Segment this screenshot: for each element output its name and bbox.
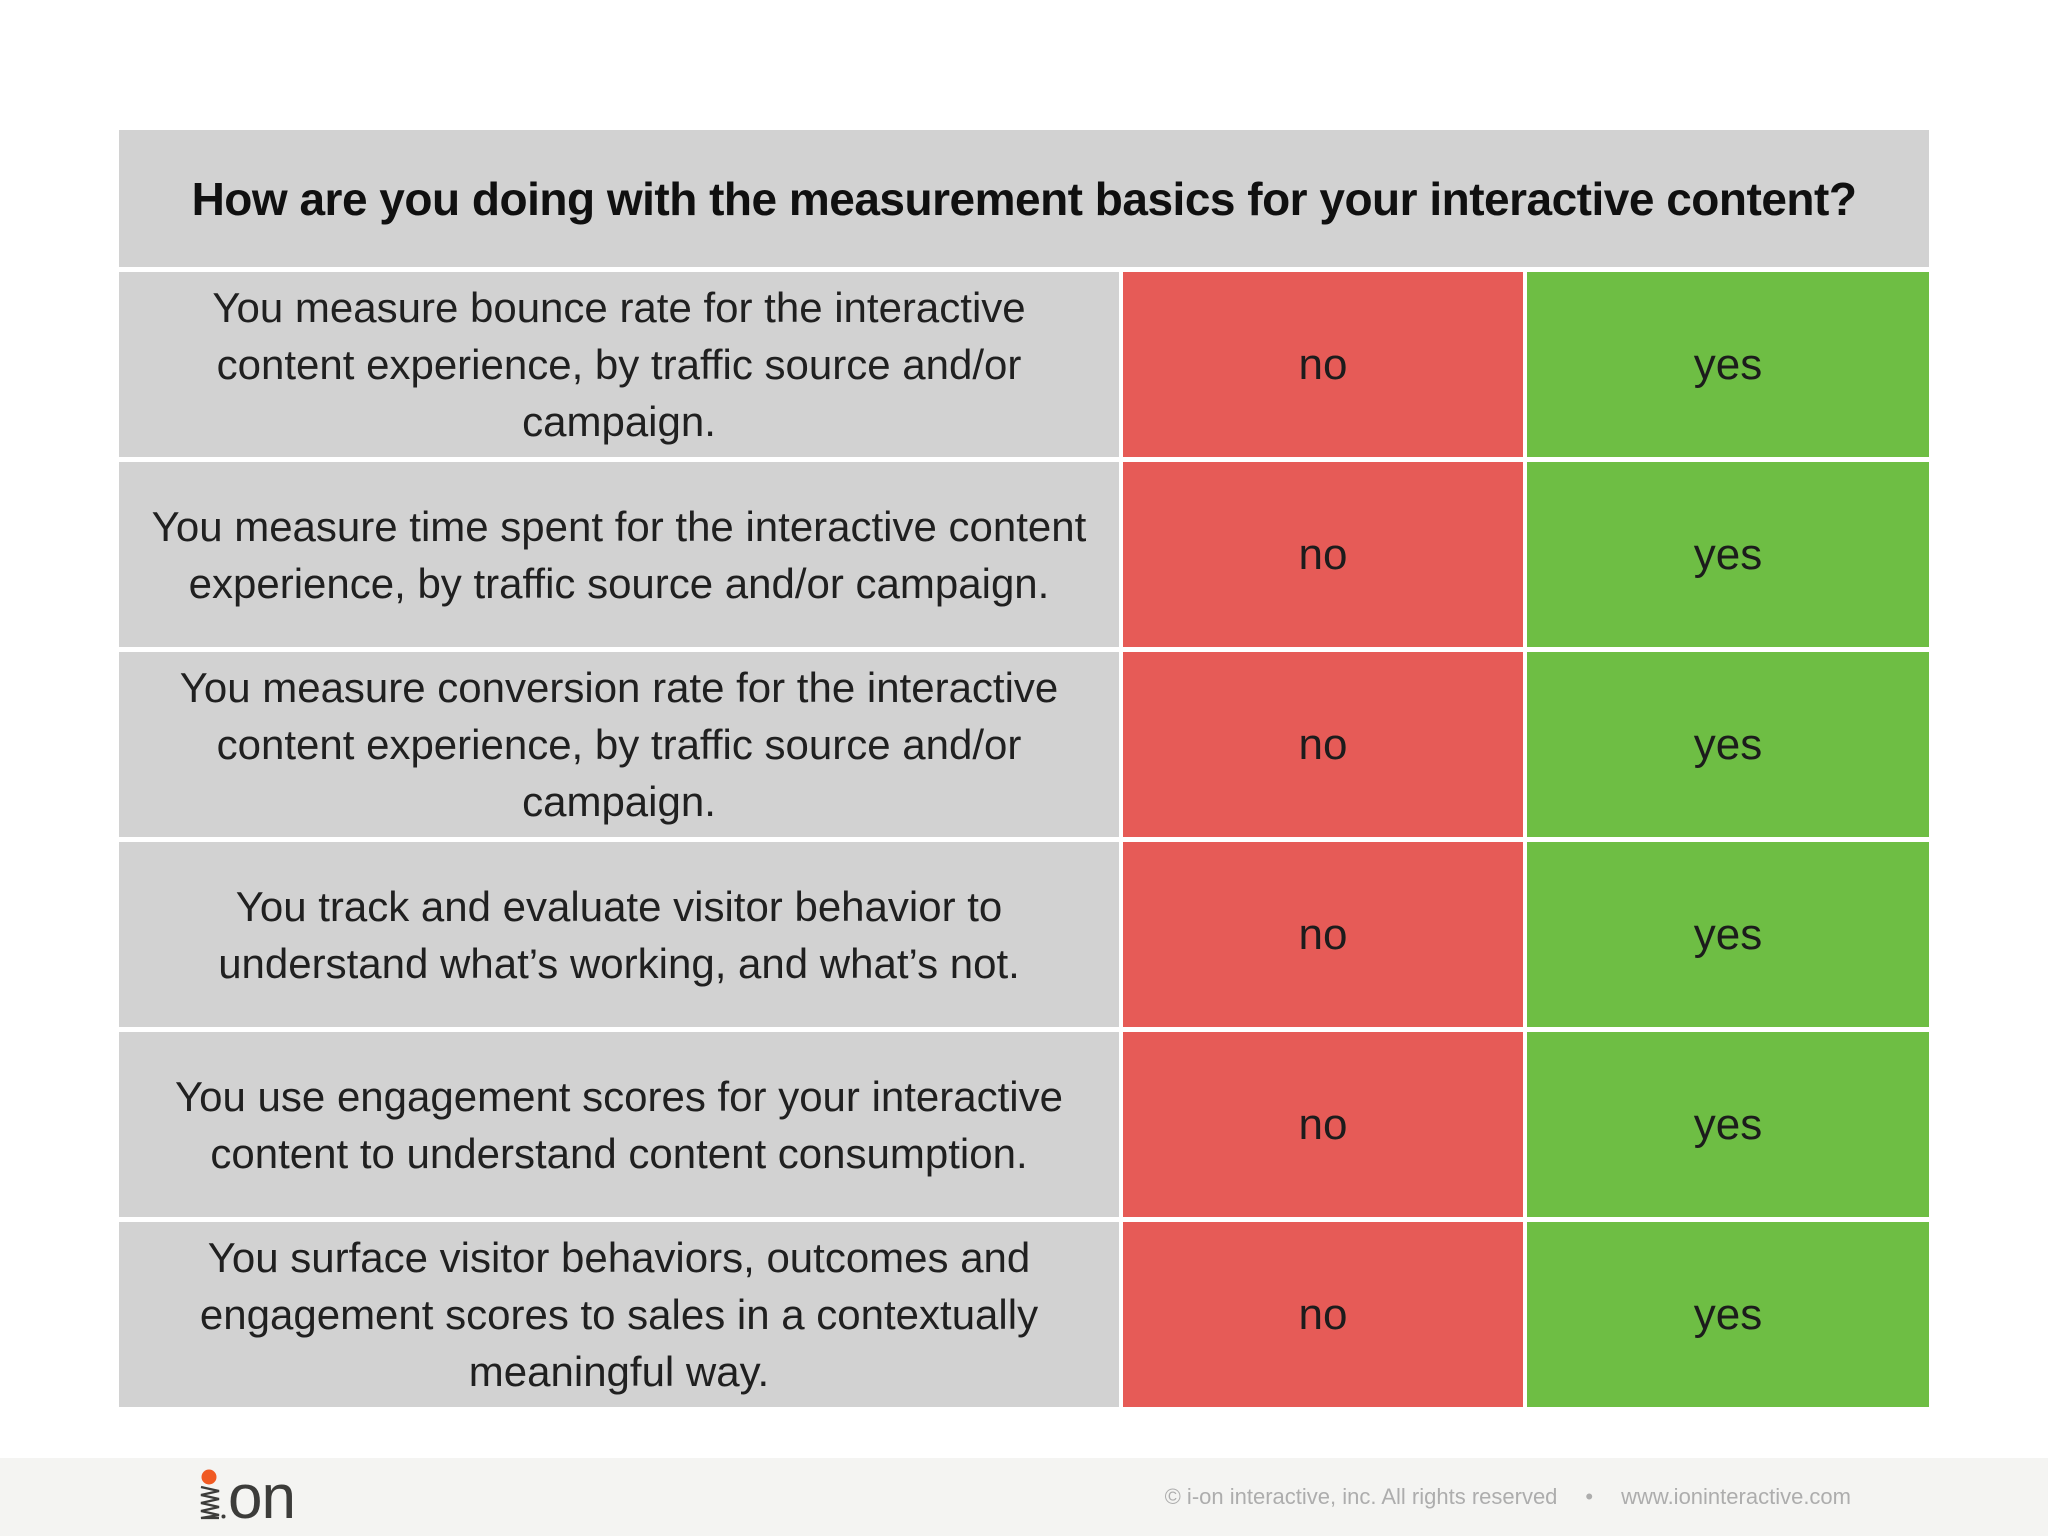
yes-option[interactable]: yes xyxy=(1527,842,1929,1027)
table-row: You surface visitor behaviors, outcomes … xyxy=(119,1222,1929,1407)
yes-option[interactable]: yes xyxy=(1527,652,1929,837)
table-row: You measure bounce rate for the interact… xyxy=(119,272,1929,457)
yes-option[interactable]: yes xyxy=(1527,1032,1929,1217)
yes-option[interactable]: yes xyxy=(1527,1222,1929,1407)
footer-bar: on © i-on interactive, inc. All rights r… xyxy=(0,1458,2048,1536)
footer-legal: © i-on interactive, inc. All rights rese… xyxy=(1165,1484,1851,1510)
yes-option[interactable]: yes xyxy=(1527,272,1929,457)
no-option[interactable]: no xyxy=(1123,1222,1523,1407)
table-row: You measure conversion rate for the inte… xyxy=(119,652,1929,837)
no-option[interactable]: no xyxy=(1123,462,1523,647)
website-url: www.ioninteractive.com xyxy=(1621,1484,1851,1509)
logo-period-dot xyxy=(221,1514,226,1519)
question-cell: You measure bounce rate for the interact… xyxy=(119,272,1119,457)
no-option[interactable]: no xyxy=(1123,652,1523,837)
question-cell: You measure time spent for the interacti… xyxy=(119,462,1119,647)
question-cell: You track and evaluate visitor behavior … xyxy=(119,842,1119,1027)
question-cell: You surface visitor behaviors, outcomes … xyxy=(119,1222,1119,1407)
no-option[interactable]: no xyxy=(1123,842,1523,1027)
copyright-text: © i-on interactive, inc. All rights rese… xyxy=(1164,1484,1558,1509)
ion-logo: on xyxy=(198,1463,318,1536)
logo-on-text: on xyxy=(228,1468,295,1532)
separator-dot: • xyxy=(1585,1484,1594,1509)
ion-logo-icon: on xyxy=(200,1463,296,1532)
logo-orange-dot xyxy=(201,1469,217,1485)
table-row: You measure time spent for the interacti… xyxy=(119,462,1929,647)
table-row: You use engagement scores for your inter… xyxy=(119,1032,1929,1217)
page-title: How are you doing with the measurement b… xyxy=(191,172,1857,225)
yes-option[interactable]: yes xyxy=(1527,462,1929,647)
measurement-assessment-table: How are you doing with the measurement b… xyxy=(119,130,1929,1407)
logo-zigzag-i xyxy=(200,1485,220,1520)
question-cell: You use engagement scores for your inter… xyxy=(119,1032,1119,1217)
no-option[interactable]: no xyxy=(1123,272,1523,457)
table-row: You track and evaluate visitor behavior … xyxy=(119,842,1929,1027)
table-header: How are you doing with the measurement b… xyxy=(119,130,1929,267)
question-cell: You measure conversion rate for the inte… xyxy=(119,652,1119,837)
no-option[interactable]: no xyxy=(1123,1032,1523,1217)
